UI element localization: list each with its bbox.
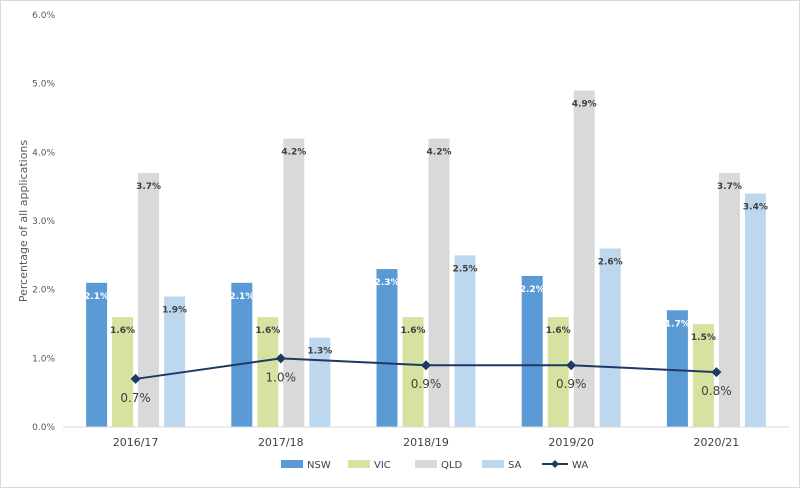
legend-label-vic: VIC [374, 460, 391, 471]
x-tick-label: 2018/19 [403, 436, 449, 449]
x-tick-label: 2016/17 [113, 436, 159, 449]
y-tick-label: 1.0% [32, 354, 55, 364]
data-label-nsw: 2.3% [375, 278, 400, 288]
data-label-nsw: 1.7% [665, 319, 690, 329]
bar-vic [547, 317, 569, 427]
y-tick-label: 3.0% [32, 217, 55, 227]
data-label-vic: 1.5% [691, 333, 716, 343]
legend-swatch-qld [415, 460, 437, 468]
bar-vic [257, 317, 279, 427]
y-tick-label: 4.0% [32, 148, 55, 158]
legend-label-qld: QLD [441, 460, 462, 471]
line-marker-wa [711, 367, 722, 378]
data-label-sa: 1.3% [307, 347, 332, 357]
data-label-vic: 1.6% [110, 326, 135, 336]
bar-sa [599, 248, 621, 427]
line-marker-wa [566, 360, 577, 371]
legend-swatch-sa [482, 460, 504, 468]
legend-label-nsw: NSW [307, 460, 331, 471]
data-label-qld: 4.2% [281, 148, 306, 158]
data-label-nsw: 2.2% [520, 285, 545, 295]
bar-nsw [376, 269, 398, 427]
y-tick-label: 0.0% [32, 423, 55, 433]
legend-swatch-vic [348, 460, 370, 468]
data-label-sa: 3.4% [743, 203, 768, 213]
bar-nsw [231, 282, 253, 427]
data-label-qld: 3.7% [136, 182, 161, 192]
bar-vic [692, 324, 714, 427]
line-marker-wa [421, 360, 431, 371]
bar-nsw [86, 282, 108, 427]
x-axis: 2016/17 2017/18 2018/19 2019/20 2020/21 [113, 436, 740, 449]
data-label-vic: 1.6% [546, 326, 571, 336]
data-label-nsw: 2.1% [84, 292, 109, 302]
legend-label-wa: WA [572, 460, 588, 471]
bar-sa [744, 193, 766, 427]
data-label-nsw: 2.1% [229, 292, 254, 302]
bar-qld [283, 138, 305, 427]
data-label-qld: 4.2% [427, 148, 452, 158]
y-tick-label: 2.0% [32, 286, 55, 296]
data-label-sa: 1.9% [162, 306, 187, 316]
data-label-wa: 1.0% [266, 370, 297, 384]
legend: NSW VIC QLD SA WA [281, 460, 588, 471]
data-label-wa: 0.8% [701, 384, 732, 398]
data-label-vic: 1.6% [401, 326, 426, 336]
data-label-qld: 4.9% [572, 100, 597, 110]
data-label-vic: 1.6% [255, 326, 280, 336]
data-label-sa: 2.5% [453, 264, 478, 274]
data-label-wa: 0.7% [120, 391, 151, 405]
line-marker-wa [130, 373, 141, 384]
data-label-sa: 2.6% [598, 257, 623, 267]
legend-marker-wa [551, 460, 559, 468]
legend-label-sa: SA [508, 460, 522, 471]
bar-qld [718, 172, 740, 427]
x-tick-label: 2017/18 [258, 436, 304, 449]
y-tick-label: 5.0% [32, 80, 55, 90]
y-axis-label: Percentage of all applications [17, 140, 30, 303]
bar-series: 2.1% 2.1% 2.3% 2.2% 1.7% 1.6% 1.6% 1.6% 1.6% 1.5%… [84, 90, 768, 428]
legend-swatch-nsw [281, 460, 303, 468]
bar-qld [428, 138, 450, 427]
x-tick-label: 2019/20 [548, 436, 594, 449]
y-axis: 0.0% 1.0% 2.0% 3.0% 4.0% 5.0% 6.0% [32, 11, 55, 433]
x-tick-label: 2020/21 [694, 436, 740, 449]
data-label-qld: 3.7% [717, 182, 742, 192]
bar-vic [402, 317, 424, 427]
y-tick-label: 6.0% [32, 11, 55, 21]
bar-vic [112, 317, 134, 427]
bar-nsw [521, 275, 543, 427]
bar-nsw [666, 310, 688, 427]
bar-qld [573, 90, 595, 428]
bar-sa [454, 255, 476, 427]
data-label-wa: 0.9% [411, 377, 442, 391]
bar-qld [138, 172, 160, 427]
data-label-wa: 0.9% [556, 377, 587, 391]
bar-sa [164, 296, 186, 427]
line-series: 0.7% 1.0% 0.9% 0.9% 0.8% [120, 353, 732, 405]
line-marker-wa [275, 353, 286, 364]
